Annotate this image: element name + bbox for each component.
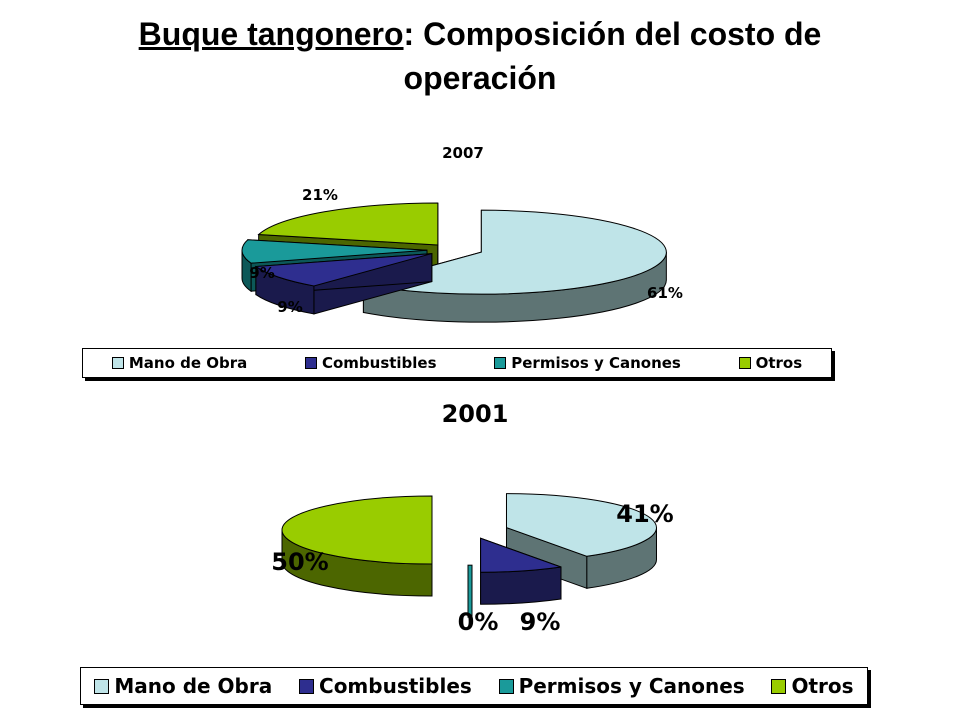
chart-2007-label-mano-de-obra: 61% — [647, 284, 683, 302]
legend-2007-item-permisos-y-canones: Permisos y Canones — [494, 354, 681, 372]
chart-2001-label-permisos-y-canones: 0% — [458, 608, 499, 636]
legend-label: Mano de Obra — [114, 674, 273, 698]
legend-2007-item-otros: Otros — [738, 354, 803, 372]
slide-title-underlined: Buque tangonero — [138, 16, 404, 52]
legend-label: Otros — [755, 354, 803, 372]
legend-2007-item-mano-de-obra: Mano de Obra — [111, 354, 248, 372]
legend-2001-item-permisos-y-canones: Permisos y Canones — [498, 674, 745, 698]
chart-2007-label-combustibles: 9% — [277, 298, 302, 316]
legend-swatch — [771, 678, 787, 694]
chart-2007-label-permisos-y-canones: 9% — [249, 264, 274, 282]
chart-2007-label-otros: 21% — [302, 186, 338, 204]
legend-label: Otros — [791, 674, 854, 698]
chart-2001-slice-permisos-y-canones — [467, 564, 473, 618]
legend-swatch — [111, 357, 124, 369]
legend-2001-item-mano-de-obra: Mano de Obra — [94, 674, 272, 698]
chart-2001-label-combustibles: 9% — [520, 608, 561, 636]
pie-chart-2001: 2001 41% 9% 0% 50% — [271, 400, 673, 636]
slide-title: Buque tangonero: Composición del costo d… — [60, 12, 900, 100]
legend-swatch — [94, 678, 110, 694]
chart-2007-slice-combustibles — [254, 252, 433, 315]
legend-swatch — [304, 357, 317, 369]
slide-title-line2: operación — [403, 60, 557, 96]
chart-2001-title: 2001 — [442, 400, 509, 428]
pie-chart-2007: 2007 61% 9%9% 21% — [241, 144, 683, 323]
legend-swatch — [498, 678, 514, 694]
legend-label: Mano de Obra — [128, 354, 248, 372]
chart-2001-label-otros: 50% — [271, 548, 328, 576]
legend-2001: Mano de Obra Combustibles Permisos y Canon… — [80, 667, 868, 705]
chart-2001-label-mano-de-obra: 41% — [616, 500, 673, 528]
legend-swatch — [738, 357, 751, 369]
chart-2001-slice-mano-de-obra — [505, 493, 657, 590]
legend-2001-item-otros: Otros — [771, 674, 854, 698]
legend-label: Combustibles — [319, 674, 472, 698]
legend-swatch — [494, 357, 507, 369]
chart-2001-slice-combustibles — [480, 537, 562, 605]
legend-swatch — [299, 678, 315, 694]
legend-2007-item-combustibles: Combustibles — [304, 354, 437, 372]
chart-2007-title: 2007 — [442, 144, 484, 162]
slide-title-rest: : Composición del costo de — [403, 16, 822, 52]
legend-2001-item-combustibles: Combustibles — [299, 674, 472, 698]
legend-label: Combustibles — [321, 354, 437, 372]
legend-label: Permisos y Canones — [511, 354, 681, 372]
legend-2007: Mano de Obra Combustibles Permisos y Canon… — [82, 348, 832, 378]
chart-2001-slice-otros — [281, 495, 433, 597]
legend-label: Permisos y Canones — [518, 674, 745, 698]
